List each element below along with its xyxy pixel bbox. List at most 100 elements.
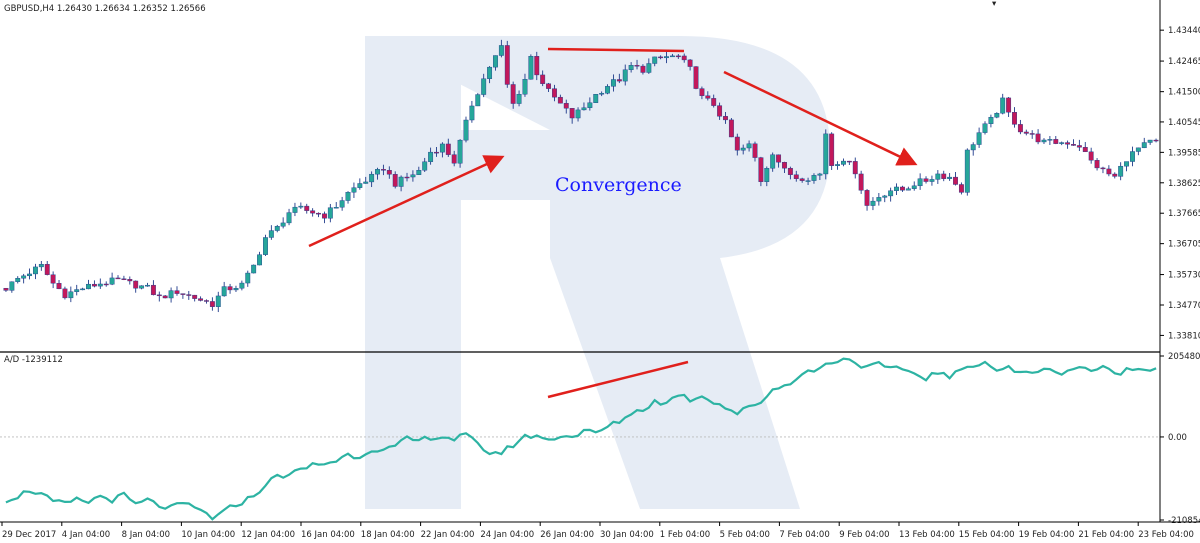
candle	[852, 157, 858, 179]
candle	[475, 93, 481, 107]
candle	[481, 73, 487, 98]
time-tick-label: 5 Feb 04:00	[720, 530, 770, 540]
candle	[758, 156, 764, 187]
candle	[510, 81, 516, 109]
candle	[310, 208, 316, 217]
candle	[970, 142, 976, 156]
candle	[27, 268, 32, 280]
candle	[316, 212, 321, 218]
candle	[392, 171, 398, 189]
candle	[1118, 162, 1124, 181]
candle	[233, 285, 239, 292]
candle	[593, 94, 599, 103]
candle	[699, 86, 705, 100]
candle	[239, 280, 245, 291]
price-tick-label: 1.35730	[1168, 271, 1200, 281]
ad-tick-label: -210854	[1168, 516, 1200, 526]
candle	[504, 40, 510, 88]
candle	[557, 94, 563, 104]
candle	[858, 170, 864, 194]
candle	[97, 278, 103, 289]
candle	[21, 273, 27, 284]
candle	[398, 175, 404, 192]
candle	[38, 260, 44, 271]
price-tick-label: 1.33810	[1168, 331, 1200, 341]
candle	[941, 170, 947, 182]
candle	[469, 100, 475, 123]
candle	[1023, 129, 1029, 136]
candle	[669, 53, 675, 58]
candle	[221, 281, 227, 297]
candle	[351, 182, 357, 198]
candle	[1076, 139, 1082, 151]
candle	[263, 234, 268, 257]
candle	[68, 286, 74, 303]
ad-panel-title: A/D -1239112	[4, 355, 63, 365]
candle	[958, 182, 964, 195]
candle	[528, 54, 534, 80]
candle	[227, 283, 233, 294]
candle	[1041, 138, 1047, 144]
candle	[357, 178, 363, 190]
candle	[646, 58, 652, 74]
candle	[416, 166, 422, 175]
candle	[717, 102, 723, 120]
candle	[734, 133, 740, 156]
ad-tick-label: 0.00	[1168, 433, 1187, 443]
candle	[746, 140, 752, 152]
candle	[9, 281, 15, 293]
candle	[516, 90, 522, 107]
candle	[752, 141, 758, 162]
annotations: Convergence	[308, 47, 918, 399]
candle	[982, 121, 988, 135]
candle	[150, 280, 156, 296]
candle	[280, 217, 286, 229]
candle	[575, 107, 581, 122]
candle	[298, 202, 304, 209]
candle	[86, 279, 91, 290]
candle	[1094, 158, 1100, 171]
candle	[186, 290, 192, 300]
candle	[215, 291, 221, 313]
time-tick-label: 26 Jan 04:00	[540, 530, 594, 540]
candle	[1106, 165, 1112, 177]
candle	[976, 127, 982, 148]
time-tick-label: 23 Feb 04:00	[1138, 530, 1194, 540]
price-panel-title: GBPUSD,H4 1.26430 1.26634 1.26352 1.2656…	[4, 4, 206, 14]
convergence-label: Convergence	[555, 174, 682, 196]
candle	[286, 208, 292, 226]
candle	[56, 280, 62, 290]
time-tick-label: 13 Feb 04:00	[899, 530, 955, 540]
candle	[864, 188, 870, 211]
candle	[911, 181, 917, 191]
candle	[204, 299, 209, 304]
candle	[439, 142, 445, 158]
candle	[652, 56, 658, 67]
candle	[345, 191, 351, 204]
candle	[245, 270, 251, 287]
candle	[1088, 147, 1094, 164]
candle	[209, 297, 215, 311]
price-tick-label: 1.40545	[1168, 118, 1200, 128]
candle	[1053, 136, 1059, 145]
candle	[198, 296, 204, 302]
price-tick-label: 1.41500	[1168, 88, 1200, 98]
time-tick-label: 22 Jan 04:00	[421, 530, 475, 540]
candle	[1000, 93, 1006, 115]
candle	[380, 164, 386, 176]
candle	[740, 144, 746, 155]
candle	[882, 194, 888, 203]
candle	[493, 55, 498, 71]
candle	[363, 176, 369, 184]
candle	[805, 177, 811, 186]
candle	[62, 286, 68, 300]
candle	[369, 171, 375, 188]
candle	[811, 173, 817, 184]
candle	[428, 147, 434, 165]
candle	[103, 281, 109, 287]
candle	[711, 94, 717, 108]
candle	[1071, 139, 1076, 146]
candle	[1017, 119, 1023, 135]
candle	[3, 287, 9, 292]
